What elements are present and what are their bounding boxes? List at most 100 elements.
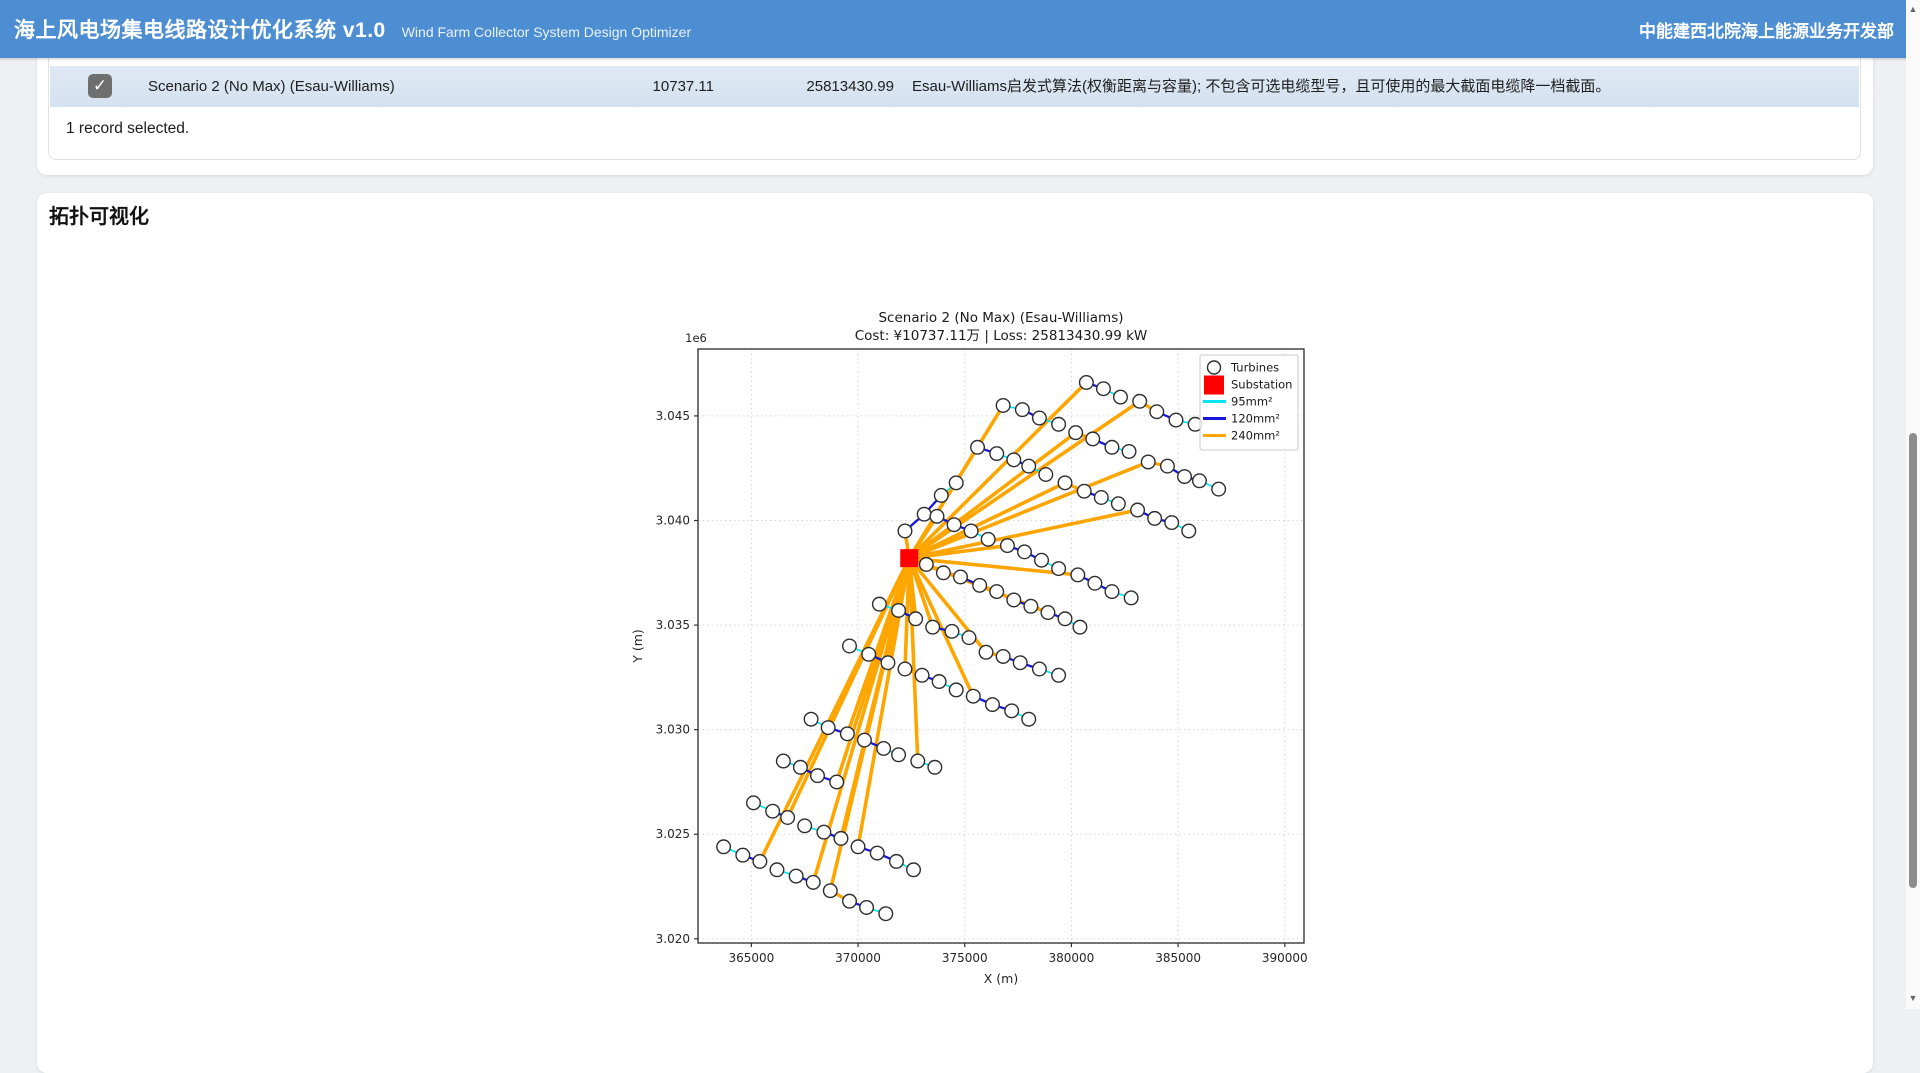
turbine-marker (841, 638, 857, 654)
turbine-marker (871, 596, 887, 612)
svg-text:385000: 385000 (1155, 951, 1201, 965)
y-offset-label: 1e6 (685, 331, 707, 345)
turbine-marker (989, 584, 1005, 600)
turbine-marker (963, 523, 979, 539)
feeder-cable (907, 556, 920, 763)
turbine-marker (948, 682, 964, 698)
turbine-marker (1168, 412, 1184, 428)
turbine-marker (931, 674, 947, 690)
turbine-marker (980, 531, 996, 547)
x-axis-label: X (m) (984, 971, 1018, 986)
turbine-marker (952, 569, 968, 585)
turbine-marker (735, 847, 751, 863)
svg-text:380000: 380000 (1049, 951, 1095, 965)
turbine-marker (1147, 510, 1163, 526)
turbine-marker (984, 697, 1000, 713)
turbine-marker (1104, 584, 1120, 600)
turbine-marker (788, 868, 804, 884)
turbine-marker (995, 397, 1011, 413)
turbine-marker (878, 906, 894, 922)
turbine-marker (965, 688, 981, 704)
svg-text:375000: 375000 (942, 951, 988, 965)
svg-text:3.025: 3.025 (656, 827, 690, 841)
legend-label: Substation (1231, 378, 1292, 392)
turbine-marker (1093, 489, 1109, 505)
turbine-marker (745, 795, 761, 811)
turbine-marker (1021, 458, 1037, 474)
turbine-marker (995, 648, 1011, 664)
turbine-marker (1159, 458, 1175, 474)
turbine-marker (805, 874, 821, 890)
turbine-marker (780, 810, 796, 826)
turbine-marker (856, 732, 872, 748)
svg-text:3.020: 3.020 (656, 932, 690, 946)
turbine-marker (944, 623, 960, 639)
turbine-marker (1076, 483, 1092, 499)
table-row[interactable]: ✓ Scenario 2 (No Max) (Esau-Williams) 10… (50, 66, 1859, 107)
turbine-marker (1104, 439, 1120, 455)
svg-text:3.040: 3.040 (656, 514, 690, 528)
turbine-marker (1023, 598, 1039, 614)
turbine-marker (839, 726, 855, 742)
scroll-up-icon[interactable]: ▲ (1908, 4, 1918, 14)
turbine-marker (1181, 523, 1197, 539)
turbine-marker (809, 768, 825, 784)
turbine-marker (935, 565, 951, 581)
turbine-marker (1087, 575, 1103, 591)
feeder-cable (907, 556, 976, 698)
turbine-marker (850, 839, 866, 855)
turbine-marker (916, 506, 932, 522)
turbine-marker (1130, 502, 1146, 518)
turbine-marker (989, 446, 1005, 462)
cell-loss: 25813430.99 (806, 78, 894, 95)
turbine-marker (972, 577, 988, 593)
turbine-marker (1031, 661, 1047, 677)
legend-label: 120mm² (1231, 412, 1280, 426)
scrollbar-thumb[interactable] (1909, 433, 1917, 888)
feeder-cable (907, 481, 1067, 560)
turbine-marker (876, 740, 892, 756)
turbine-marker (1095, 381, 1111, 397)
feeder-cable (907, 380, 1089, 560)
substation-marker (900, 549, 919, 568)
feeder-cable (907, 430, 1078, 560)
turbine-marker (820, 720, 836, 736)
turbine-marker (1014, 402, 1030, 418)
turbine-marker (861, 646, 877, 662)
section-title: 拓扑可视化 (49, 206, 149, 228)
scroll-down-icon[interactable]: ▼ (1908, 993, 1918, 1003)
page-scrollbar[interactable]: ▲ ▼ (1906, 0, 1920, 1009)
org-name: 中能建西北院海上能源业务开发部 (1639, 21, 1894, 41)
legend-turbine-icon (1206, 360, 1222, 375)
turbine-marker (765, 803, 781, 819)
turbine-marker (927, 759, 943, 775)
turbine-marker (910, 753, 926, 769)
turbine-marker (1051, 416, 1067, 432)
turbine-marker (891, 747, 907, 763)
turbine-marker (833, 830, 849, 846)
turbine-marker (1191, 473, 1207, 489)
turbine-marker (1110, 496, 1126, 512)
turbine-marker (775, 753, 791, 769)
y-axis-label: Y (m) (630, 629, 645, 664)
turbine-marker (829, 774, 845, 790)
legend-substation-icon (1204, 375, 1224, 395)
turbine-marker (1057, 475, 1073, 491)
turbine-marker (1006, 452, 1022, 468)
turbine-marker (1123, 590, 1139, 606)
feeder-cable (907, 508, 1140, 560)
turbines-group (716, 374, 1227, 922)
turbine-marker (1149, 404, 1165, 420)
chart-title: Scenario 2 (No Max) (Esau-Williams) (878, 310, 1123, 326)
app-header: 海上风电场集电线路设计优化系统 v1.0 Wind Farm Collector… (0, 0, 1920, 58)
turbine-marker (1164, 515, 1180, 531)
turbine-marker (880, 655, 896, 671)
turbine-marker (1051, 667, 1067, 683)
legend-label: 95mm² (1231, 395, 1273, 409)
turbine-marker (1012, 655, 1028, 671)
turbine-marker (908, 611, 924, 627)
chart-legend: Turbines Substation 95mm² 120mm² 240mm² (1199, 354, 1299, 451)
cell-description: Esau-Williams启发式算法(权衡距离与容量); 不包含可选电缆型号，且… (912, 78, 1611, 95)
row-checkbox[interactable]: ✓ (88, 74, 112, 98)
turbine-marker (897, 661, 913, 677)
